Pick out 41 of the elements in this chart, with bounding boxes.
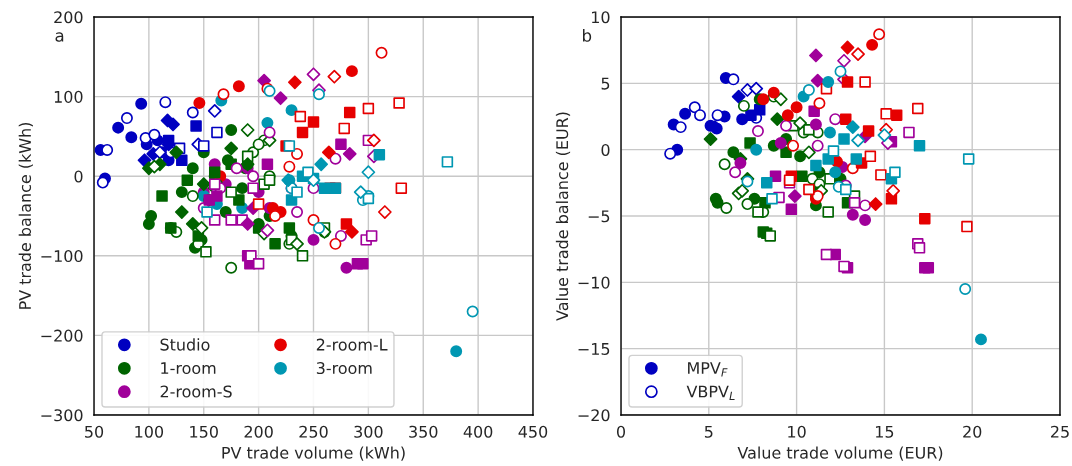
y-tick-label: −100 [41, 250, 83, 263]
x-tick-label: 0 [616, 425, 626, 438]
legend-label: 2-room-L [316, 338, 388, 351]
x-tick-label: 200 [244, 425, 273, 438]
x-tick-label: 450 [518, 425, 548, 438]
y-tick-label: −20 [578, 409, 610, 422]
y-tick-label: 0 [601, 143, 610, 156]
x-tick-label: 50 [85, 425, 104, 438]
legend-label: Studio [160, 338, 210, 351]
y-tick-label: 5 [601, 77, 610, 90]
x-tick-label: 15 [875, 425, 894, 438]
legend-label: 3-room [316, 362, 372, 375]
text: a [55, 32, 64, 42]
text: b [583, 28, 592, 42]
x-tick-label: 25 [1051, 425, 1069, 438]
y-tick-label: −15 [578, 343, 610, 355]
y-tick-label: −5 [588, 210, 610, 223]
x-tick-label: 100 [135, 425, 164, 438]
y-tick-label: 0 [74, 170, 83, 183]
legend-label: 1-room [161, 362, 216, 375]
legend-label: VBPV$_{L}$ [686, 385, 735, 400]
x-tick-label: 300 [354, 425, 383, 438]
legend-label: MPV$_{F}$ [688, 362, 728, 377]
y-axis-title: Value trade balance (EUR) [555, 112, 571, 321]
y-tick-label: −300 [41, 409, 83, 422]
x-tick-label: 400 [463, 425, 493, 438]
x-tick-label: 250 [299, 425, 328, 438]
x-tick-label: 350 [409, 425, 438, 438]
x-tick-label: 5 [704, 425, 713, 438]
y-tick-label: −200 [41, 329, 83, 342]
y-tick-label: 10 [592, 11, 610, 24]
x-tick-label: 10 [788, 425, 806, 438]
y-tick-label: −10 [578, 276, 610, 289]
legend-label: 2-room-S [160, 385, 232, 398]
y-tick-label: 100 [54, 90, 83, 103]
x-tick-label: 20 [963, 425, 982, 438]
y-axis-title: PV trade balance (kWh) [18, 122, 33, 309]
x-tick-label: 150 [190, 425, 218, 438]
y-tick-label: 200 [54, 11, 83, 24]
x-axis-title: PV trade volume (kWh) [222, 446, 405, 461]
x-axis-title: Value trade volume (EUR) [737, 446, 943, 461]
